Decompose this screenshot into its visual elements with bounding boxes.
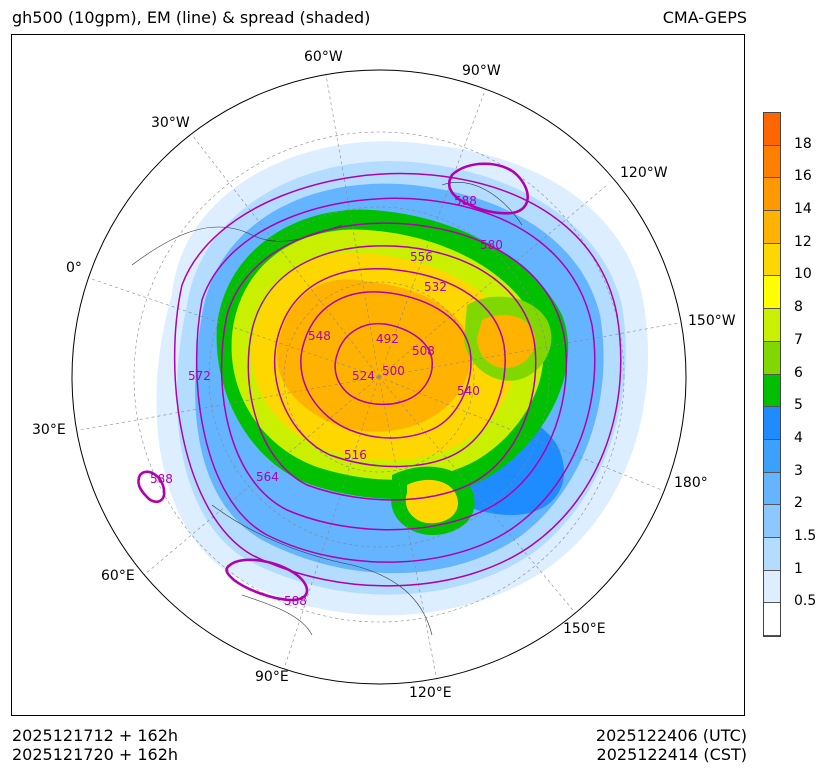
gh500-588-contours	[137, 162, 529, 602]
colorbar-segment	[764, 211, 780, 244]
colorbar-segment	[764, 341, 780, 375]
colorbar-tick-label: 10	[794, 266, 812, 283]
contour-label: 548	[308, 329, 331, 343]
contour-label: 508	[412, 344, 435, 358]
contour-label: 500	[382, 364, 405, 378]
colorbar-segment	[764, 407, 780, 440]
contour-label: 516	[344, 448, 367, 462]
lon-label-60e: 60°E	[101, 568, 135, 584]
contour-label: 588	[454, 194, 477, 208]
init-time-cst: 2025121720 + 162h	[12, 745, 179, 764]
colorbar-tick-label: 18	[794, 135, 812, 152]
lon-label-120e: 120°E	[409, 685, 452, 701]
lon-label-0: 0°	[66, 260, 82, 276]
colorbar-tick-label: 1	[794, 560, 803, 577]
valid-time-cst: 2025122414 (CST)	[596, 745, 747, 764]
chart-title: gh500 (10gpm), EM (line) & spread (shade…	[12, 8, 371, 27]
init-time-utc: 2025121712 + 162h	[12, 726, 179, 745]
contour-labels: 588 580 556 532 548 492 508 500 524 540 …	[150, 194, 503, 608]
colorbar-tick-label: 5	[794, 397, 803, 414]
coastline-hint	[131, 182, 523, 636]
colorbar-tick-label: 16	[794, 168, 812, 185]
graticule	[79, 74, 680, 682]
contour-label: 572	[188, 369, 211, 383]
gh500-contours	[173, 172, 622, 587]
colorbar-segment	[764, 537, 780, 571]
contour-label: 556	[410, 250, 433, 264]
contour-label: 492	[376, 332, 399, 346]
spread-orange-patch-pacific	[477, 314, 536, 369]
contour-label: 580	[480, 238, 503, 252]
colorbar-tick-label: 3	[794, 462, 803, 479]
colorbar-tick-label: 12	[794, 233, 812, 250]
valid-time-utc: 2025122406 (UTC)	[595, 726, 747, 745]
contour-label: 564	[256, 470, 279, 484]
lon-label-90w: 90°W	[462, 63, 501, 79]
colorbar-tick-label: 7	[794, 331, 803, 348]
lon-label-30e: 30°E	[32, 422, 66, 438]
contour-label: 588	[284, 594, 307, 608]
lon-label-150e: 150°E	[563, 621, 606, 637]
colorbar-segment	[764, 243, 780, 277]
colorbar-segment	[764, 309, 780, 342]
contour-label: 524	[352, 369, 375, 383]
colorbar-tick-label: 2	[794, 495, 803, 512]
colorbar-segment	[764, 374, 780, 408]
colorbar-segment	[764, 145, 780, 179]
model-name: CMA-GEPS	[662, 8, 747, 27]
polar-map: 588 580 556 532 548 492 508 500 524 540 …	[71, 69, 687, 685]
spread-colorbar	[763, 112, 781, 637]
contour-label: 588	[150, 472, 173, 486]
colorbar-segment	[764, 472, 780, 506]
contour-label: 540	[457, 384, 480, 398]
lon-label-90e: 90°E	[255, 669, 289, 685]
lon-label-180: 180°	[674, 475, 708, 491]
spread-12-layer	[276, 279, 471, 432]
colorbar-segment	[764, 570, 780, 604]
lon-label-30w: 30°W	[151, 115, 190, 131]
colorbar-segment	[764, 113, 780, 146]
colorbar-segment	[764, 505, 780, 538]
contour-label: 532	[424, 280, 447, 294]
spread-yellow-patch-east	[405, 479, 458, 524]
lon-label-60w: 60°W	[304, 49, 343, 65]
colorbar-tick-label: 6	[794, 364, 803, 381]
map-panel: 588 580 556 532 548 492 508 500 524 540 …	[11, 34, 745, 716]
colorbar-segment	[764, 276, 780, 310]
colorbar-tick-label: 0.5	[794, 593, 817, 610]
colorbar-tick-label: 14	[794, 201, 812, 218]
colorbar-tick-label: 8	[794, 299, 803, 316]
colorbar-tick-label: 4	[794, 429, 803, 446]
valid-time-block: 2025122406 (UTC) 2025122414 (CST)	[596, 726, 747, 764]
colorbar-segment	[764, 178, 780, 212]
map-boundary	[71, 69, 687, 685]
colorbar-segment	[764, 439, 780, 473]
lon-label-150w: 150°W	[688, 313, 736, 329]
colorbar-segment	[764, 603, 780, 636]
colorbar-tick-label: 1.5	[794, 527, 817, 544]
init-time-block: 2025121712 + 162h 2025121720 + 162h	[12, 726, 178, 764]
lon-label-120w: 120°W	[620, 165, 668, 181]
